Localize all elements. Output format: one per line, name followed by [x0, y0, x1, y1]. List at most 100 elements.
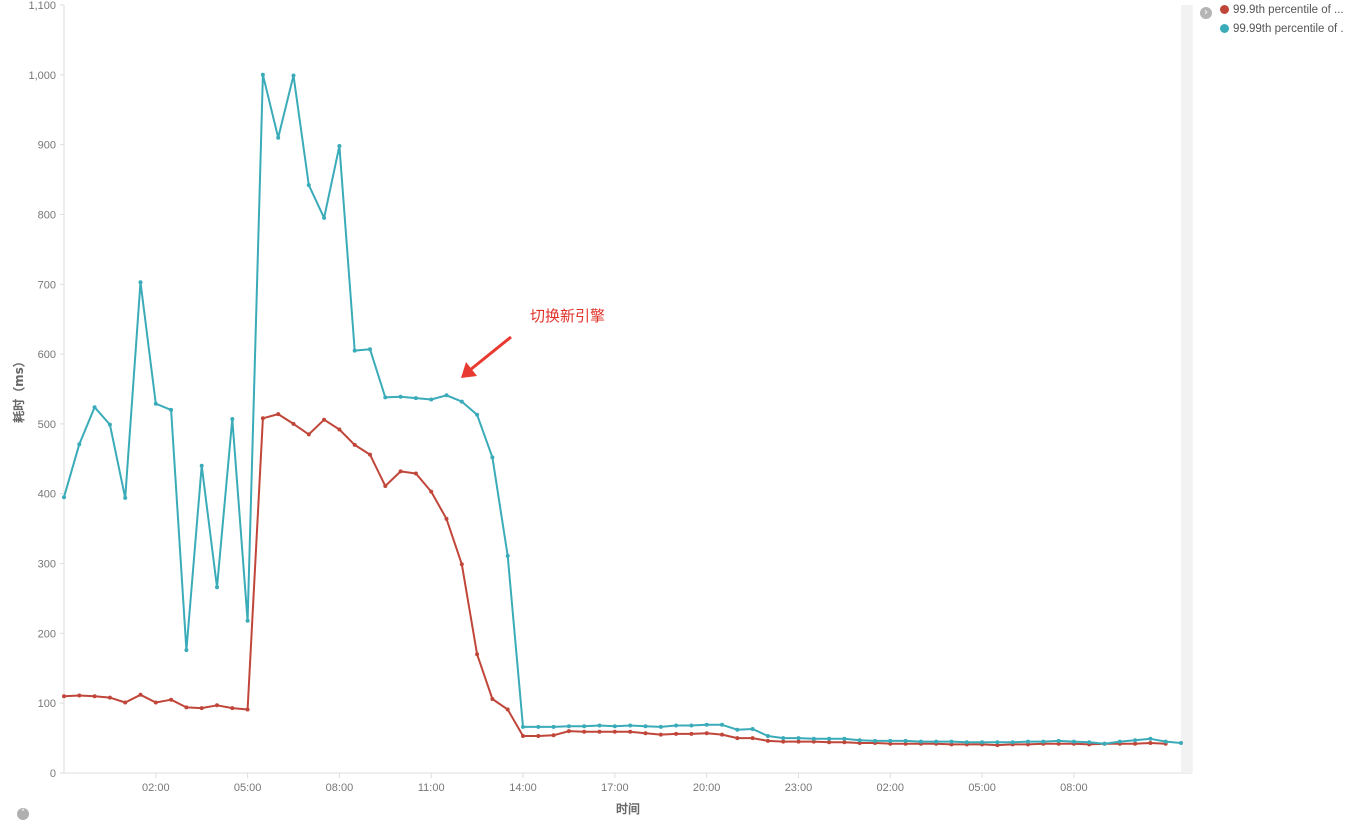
data-point[interactable] [1026, 739, 1030, 744]
data-point[interactable] [643, 724, 648, 729]
data-point[interactable] [1117, 739, 1122, 744]
data-point[interactable] [1026, 742, 1030, 747]
data-point[interactable] [888, 738, 893, 743]
data-point[interactable] [276, 412, 281, 417]
data-point[interactable] [215, 585, 219, 590]
data-point[interactable] [475, 412, 480, 417]
data-point[interactable] [1148, 736, 1153, 741]
data-point[interactable] [643, 731, 648, 736]
data-point[interactable] [1071, 739, 1076, 744]
data-point[interactable] [291, 421, 296, 426]
data-point[interactable] [536, 724, 541, 729]
data-point[interactable] [245, 618, 250, 623]
data-point[interactable] [888, 741, 893, 746]
data-point[interactable] [169, 697, 174, 702]
data-point[interactable] [995, 743, 1000, 748]
data-point[interactable] [781, 739, 786, 744]
data-point[interactable] [811, 739, 816, 744]
data-point[interactable] [582, 729, 587, 734]
chevron-up-icon[interactable]: ˄ [17, 808, 29, 820]
data-point[interactable] [475, 652, 480, 657]
data-point[interactable] [322, 215, 327, 220]
data-point[interactable] [658, 724, 663, 729]
data-point[interactable] [383, 395, 388, 400]
data-point[interactable] [612, 729, 617, 734]
data-point[interactable] [720, 732, 724, 737]
data-point[interactable] [918, 739, 923, 744]
data-point[interactable] [260, 72, 265, 77]
data-point[interactable] [505, 707, 510, 712]
data-point[interactable] [92, 694, 97, 699]
data-point[interactable] [796, 736, 801, 741]
data-point[interactable] [459, 562, 464, 567]
data-point[interactable] [444, 393, 449, 398]
data-point[interactable] [429, 489, 434, 494]
data-point[interactable] [964, 740, 969, 745]
legend-item-series-1[interactable]: 99.9th percentile of ... [1220, 4, 1355, 22]
data-point[interactable] [184, 705, 189, 710]
data-point[interactable] [138, 692, 143, 697]
legend-item-series-2[interactable]: 99.99th percentile of . [1220, 23, 1355, 41]
data-point[interactable] [857, 741, 862, 745]
data-point[interactable] [383, 484, 388, 488]
data-point[interactable] [521, 734, 525, 738]
data-point[interactable] [1133, 738, 1138, 743]
data-point[interactable] [566, 724, 571, 729]
data-point[interactable] [413, 396, 418, 401]
data-point[interactable] [827, 740, 832, 745]
legend-scroll-track[interactable] [1181, 5, 1192, 773]
data-point[interactable] [704, 722, 709, 727]
data-point[interactable] [429, 397, 434, 402]
data-point[interactable] [245, 707, 250, 712]
data-point[interactable] [1010, 740, 1015, 745]
data-point[interactable] [750, 727, 755, 731]
data-point[interactable] [949, 742, 954, 747]
data-point[interactable] [368, 452, 372, 457]
data-point[interactable] [827, 736, 832, 741]
data-point[interactable] [184, 648, 189, 653]
data-point[interactable] [230, 417, 235, 421]
data-point[interactable] [551, 724, 556, 729]
data-point[interactable] [903, 738, 908, 743]
data-point[interactable] [276, 135, 281, 140]
data-point[interactable] [123, 495, 128, 500]
data-point[interactable] [628, 729, 633, 734]
data-point[interactable] [490, 697, 495, 701]
data-point[interactable] [62, 694, 66, 699]
data-point[interactable] [674, 731, 679, 736]
data-point[interactable] [949, 739, 954, 744]
data-point[interactable] [352, 348, 357, 353]
data-point[interactable] [107, 422, 112, 427]
data-point[interactable] [398, 394, 403, 399]
data-point[interactable] [658, 732, 663, 737]
data-point[interactable] [934, 739, 939, 744]
data-point[interactable] [199, 706, 204, 711]
data-point[interactable] [1041, 739, 1046, 744]
data-point[interactable] [612, 724, 617, 729]
data-point[interactable] [842, 740, 847, 745]
data-point[interactable] [720, 722, 724, 727]
data-point[interactable] [597, 729, 602, 734]
data-point[interactable] [398, 469, 403, 474]
data-point[interactable] [337, 427, 342, 432]
data-point[interactable] [107, 695, 112, 700]
data-point[interactable] [123, 700, 128, 705]
data-point[interactable] [811, 736, 816, 741]
data-point[interactable] [291, 73, 296, 78]
data-point[interactable] [92, 405, 97, 410]
data-point[interactable] [521, 724, 525, 729]
data-point[interactable] [77, 442, 82, 447]
data-point[interactable] [1087, 740, 1092, 745]
data-point[interactable] [628, 723, 633, 728]
data-point[interactable] [413, 471, 418, 476]
data-point[interactable] [153, 700, 158, 705]
data-point[interactable] [704, 731, 709, 736]
data-point[interactable] [490, 455, 495, 460]
data-point[interactable] [1056, 738, 1061, 743]
data-point[interactable] [368, 347, 372, 352]
data-point[interactable] [597, 723, 602, 728]
data-point[interactable] [337, 144, 342, 148]
data-point[interactable] [857, 738, 862, 743]
data-point[interactable] [842, 736, 847, 741]
data-point[interactable] [995, 740, 1000, 745]
